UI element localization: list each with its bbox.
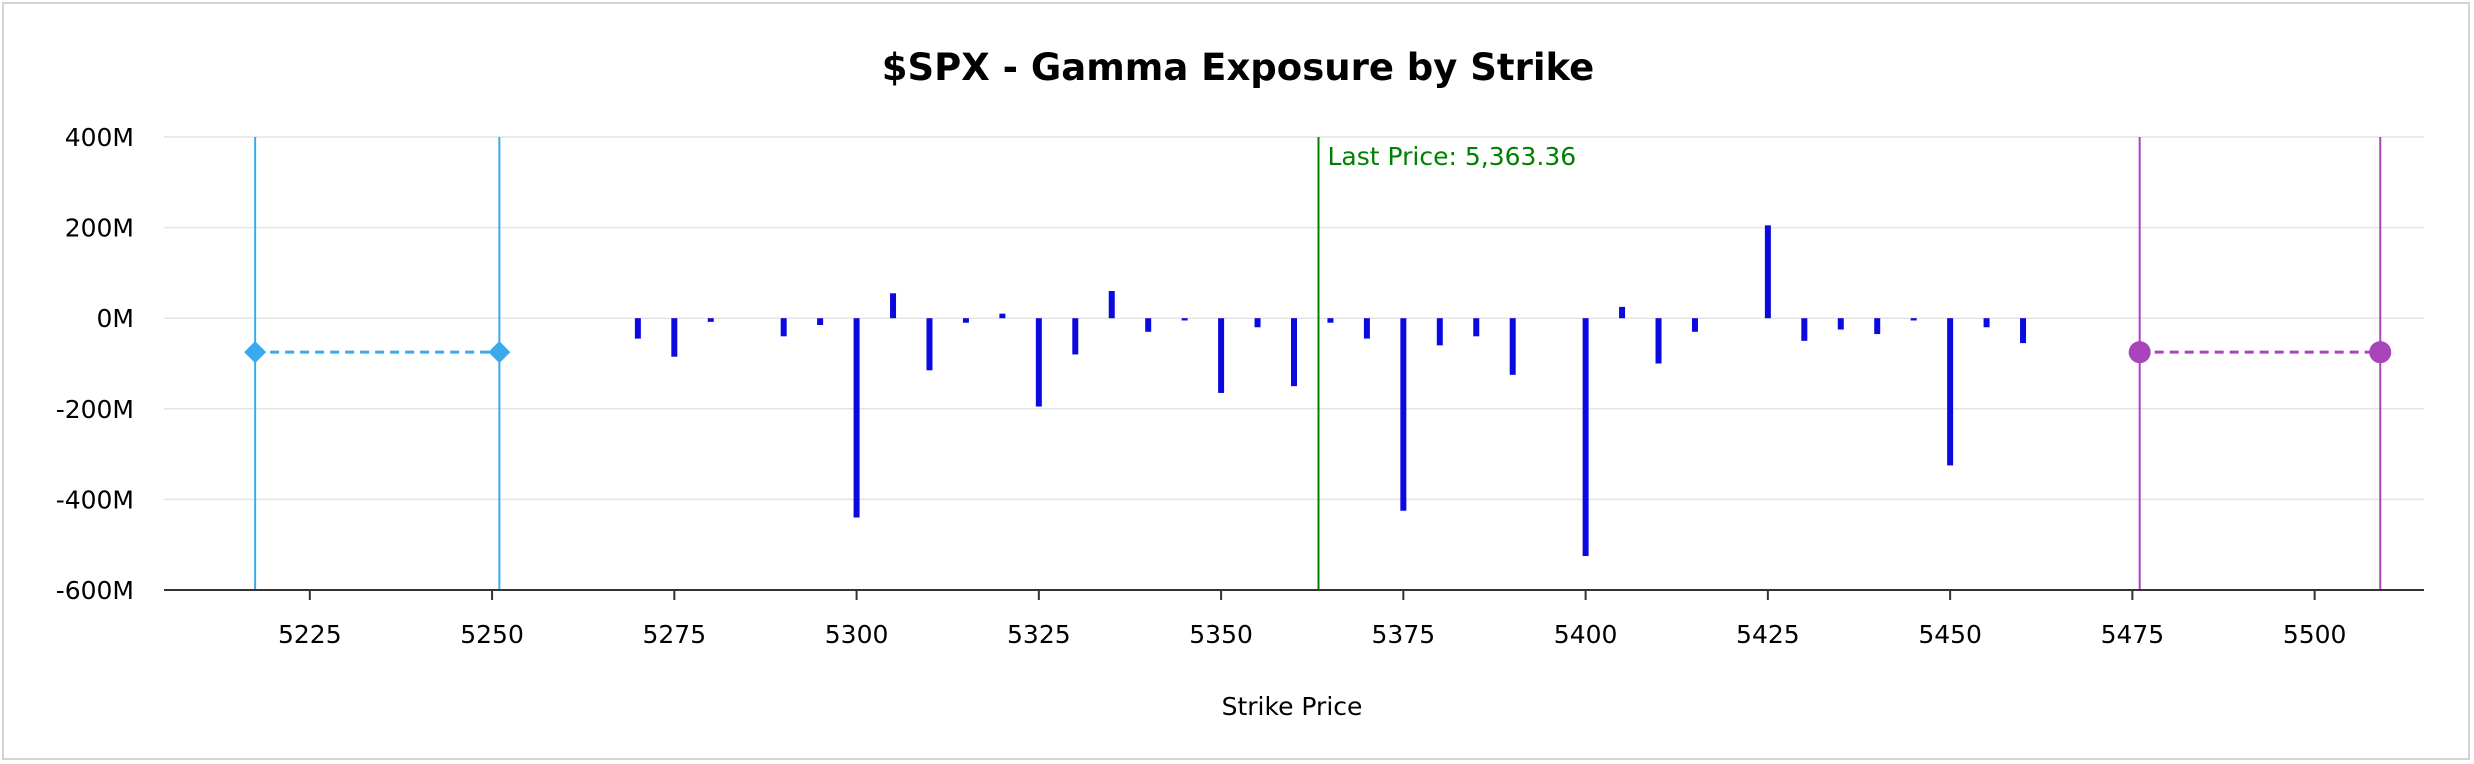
x-tick-label: 5350 xyxy=(1189,620,1253,649)
gamma-bar xyxy=(1983,318,1990,328)
gamma-bar xyxy=(634,318,641,339)
x-tick-label: 5325 xyxy=(1007,620,1071,649)
gamma-bar xyxy=(1072,318,1079,355)
gamma-bar xyxy=(1327,318,1334,323)
gamma-bar xyxy=(1801,318,1808,341)
x-tick-label: 5250 xyxy=(460,620,524,649)
gamma-bar xyxy=(1874,318,1881,335)
call-wall-marker xyxy=(2128,341,2151,364)
last-price-label: Last Price: 5,363.36 xyxy=(1327,142,1576,171)
y-tick-label: -600M xyxy=(56,576,134,605)
gamma-bar xyxy=(1619,306,1626,319)
gamma-bar xyxy=(707,318,714,322)
gamma-bar xyxy=(1655,318,1662,364)
x-axis-title: Strike Price xyxy=(1222,692,1363,721)
gamma-bars xyxy=(634,225,2027,557)
gamma-bar xyxy=(1400,318,1407,511)
gamma-bar xyxy=(926,318,933,371)
gamma-bar xyxy=(1218,318,1225,393)
wall-markers xyxy=(244,137,2392,590)
x-tick-label: 5450 xyxy=(1918,620,1982,649)
x-tick-label: 5400 xyxy=(1554,620,1618,649)
gamma-bar xyxy=(780,318,787,337)
y-tick-label: 0M xyxy=(97,304,134,333)
gamma-bar xyxy=(1947,318,1954,466)
x-tick-label: 5275 xyxy=(643,620,707,649)
x-axis-ticks: 5225 5250 5275 5300 5325 5350 5375 5400 5425 5450… xyxy=(278,590,2346,649)
gamma-bar xyxy=(1291,318,1297,387)
gamma-bar xyxy=(1108,291,1115,319)
y-tick-label: 400M xyxy=(65,123,134,152)
gamma-bar xyxy=(962,318,969,323)
gamma-bar xyxy=(1582,318,1589,557)
put-wall-marker xyxy=(244,341,267,364)
last-price-marker: Last Price: 5,363.36 xyxy=(1317,137,1576,590)
gamma-bar xyxy=(1764,225,1771,319)
gamma-bar xyxy=(1509,318,1516,375)
gamma-bar xyxy=(1035,318,1042,407)
gamma-bar xyxy=(1691,318,1698,332)
x-tick-label: 5300 xyxy=(825,620,889,649)
x-tick-label: 5425 xyxy=(1736,620,1800,649)
gamma-exposure-chart: $SPX - Gamma Exposure by Strike 400M 200M… xyxy=(56,46,2424,721)
y-tick-label: -200M xyxy=(56,395,134,424)
gamma-bar xyxy=(817,318,824,325)
gamma-bar xyxy=(890,293,897,319)
put-wall-marker xyxy=(488,341,511,364)
call-wall-marker xyxy=(2369,341,2392,364)
x-tick-label: 5475 xyxy=(2101,620,2165,649)
gamma-bar xyxy=(1145,318,1152,332)
gamma-bar xyxy=(1363,318,1370,339)
gamma-bar xyxy=(1837,318,1844,330)
gamma-bar xyxy=(999,313,1006,319)
y-axis-ticks: 400M 200M 0M -200M -400M -600M xyxy=(56,123,134,605)
chart-title: $SPX - Gamma Exposure by Strike xyxy=(882,46,1595,89)
gamma-bar xyxy=(1181,318,1188,321)
x-tick-label: 5375 xyxy=(1372,620,1436,649)
gamma-bar xyxy=(671,318,678,357)
x-tick-label: 5225 xyxy=(278,620,342,649)
gamma-bar xyxy=(2020,318,2027,344)
gamma-bar xyxy=(1910,318,1917,321)
gamma-bar xyxy=(1473,318,1480,337)
gamma-bar xyxy=(1254,318,1261,328)
gamma-bar xyxy=(1436,318,1443,346)
x-tick-label: 5500 xyxy=(2283,620,2347,649)
y-tick-label: -400M xyxy=(56,485,134,514)
y-tick-label: 200M xyxy=(65,214,134,243)
gamma-bar xyxy=(853,318,860,518)
